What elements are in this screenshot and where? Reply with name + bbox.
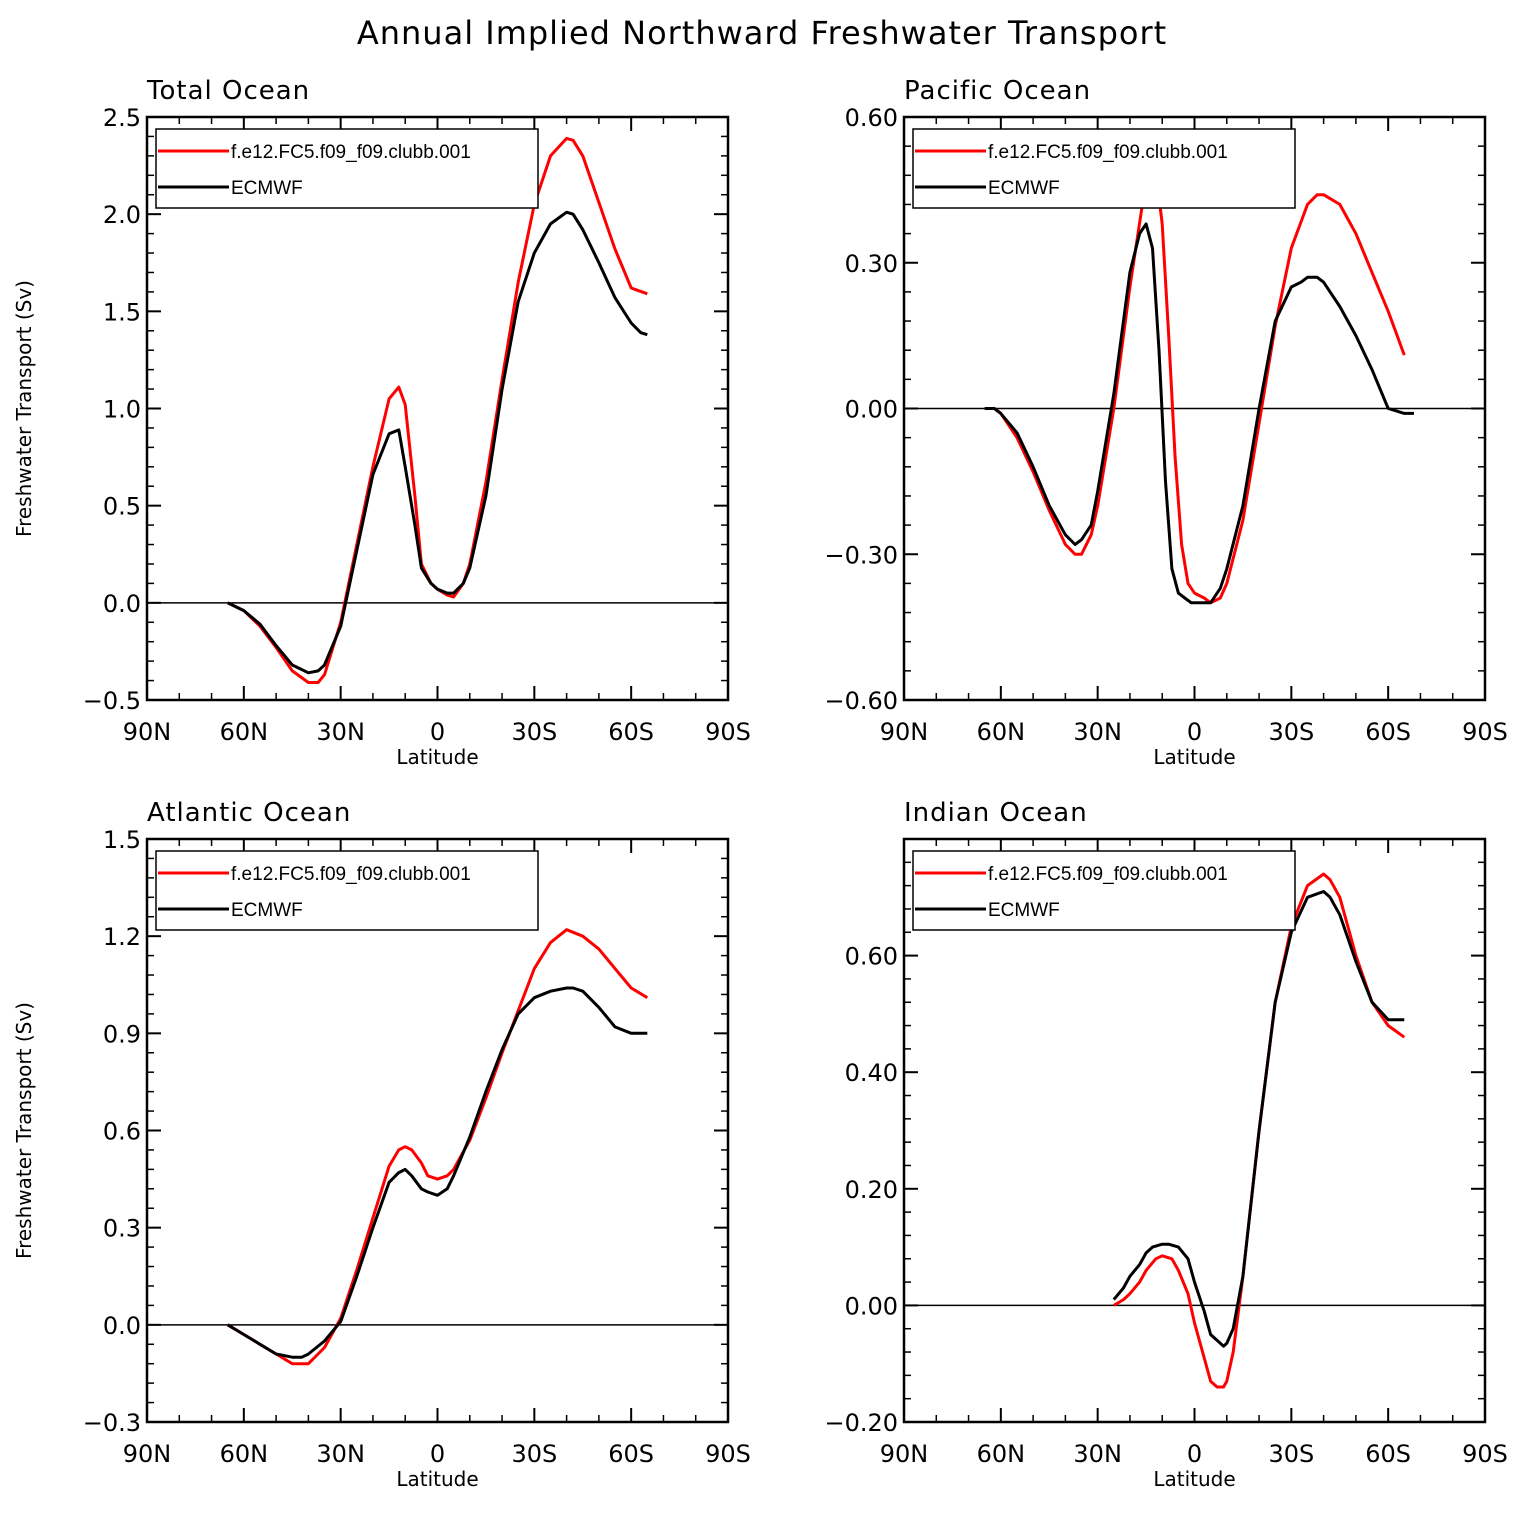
panel-2: Pacific Ocean 90N 60N 30N 0 30S 60S 90S −0.60 −0.… <box>824 76 1507 769</box>
legend-box <box>155 850 539 931</box>
x-tick-label: 30S <box>1268 1440 1314 1468</box>
legend-label: ECMWF <box>231 900 303 921</box>
x-tick-label: 0 <box>1187 1440 1202 1468</box>
x-tick-label: 60S <box>608 1440 654 1468</box>
x-axis-label: Latitude <box>1153 745 1235 769</box>
series-line-model <box>984 164 1406 605</box>
y-tick-label: 1.0 <box>103 396 141 424</box>
x-tick-label: 30S <box>511 718 557 746</box>
x-tick-label: 60S <box>608 718 654 746</box>
legend: f.e12.FC5.f09_f09.clubb.001 ECMWF <box>912 128 1296 209</box>
y-tick-label: 0.40 <box>845 1059 898 1087</box>
x-tick-label: 0 <box>1187 718 1202 746</box>
legend-label: f.e12.FC5.f09_f09.clubb.001 <box>988 864 1228 885</box>
series-line-ecmwf <box>226 986 648 1359</box>
y-tick-label: −0.3 <box>83 1409 141 1437</box>
y-axis-label: Freshwater Transport (Sv) <box>12 280 36 537</box>
x-tick-label: 60N <box>220 718 269 746</box>
panel-title: Pacific Ocean <box>904 76 1091 106</box>
x-tick-label: 60N <box>977 1440 1026 1468</box>
x-tick-label: 90S <box>1462 718 1508 746</box>
panel-title: Atlantic Ocean <box>147 798 351 828</box>
series-line-model <box>1113 872 1406 1389</box>
legend-box <box>155 128 539 209</box>
legend-label: ECMWF <box>988 178 1060 199</box>
panel-3: Atlantic Ocean 90N 60N 30N 0 30S 60S 90S −0.3 0.0… <box>12 798 751 1491</box>
series-line-model <box>226 928 649 1366</box>
legend-label: f.e12.FC5.f09_f09.clubb.001 <box>231 142 471 163</box>
y-tick-label: 0.60 <box>845 104 898 132</box>
y-tick-label: 0.00 <box>845 1292 898 1320</box>
plot-frame <box>145 115 730 702</box>
y-tick-label: 2.0 <box>103 201 141 229</box>
plot-frame <box>145 837 730 1424</box>
series-line-ecmwf <box>1112 890 1405 1348</box>
panel-title: Total Ocean <box>146 76 310 106</box>
x-axis-label: Latitude <box>396 745 478 769</box>
y-tick-label: −0.20 <box>824 1409 898 1437</box>
x-tick-label: 30N <box>1073 1440 1122 1468</box>
y-tick-label: 0.00 <box>845 396 898 424</box>
plot-frame <box>902 837 1487 1424</box>
legend-box <box>912 128 1296 209</box>
legend-box <box>912 850 1296 931</box>
y-tick-label: 0.6 <box>103 1118 141 1146</box>
x-tick-label: 60N <box>977 718 1026 746</box>
y-tick-label: −0.60 <box>824 687 898 715</box>
y-tick-label: 0.9 <box>103 1020 141 1048</box>
legend-label: ECMWF <box>231 178 303 199</box>
x-tick-label: 90N <box>880 1440 929 1468</box>
x-tick-label: 60S <box>1365 1440 1411 1468</box>
series-line-ecmwf <box>984 222 1414 605</box>
x-tick-label: 90S <box>1462 1440 1508 1468</box>
legend-label: ECMWF <box>988 900 1060 921</box>
x-tick-label: 30N <box>316 718 365 746</box>
x-tick-label: 30S <box>1268 718 1314 746</box>
series-line-model <box>227 136 648 684</box>
x-tick-label: 0 <box>430 1440 445 1468</box>
legend: f.e12.FC5.f09_f09.clubb.001 ECMWF <box>155 128 539 209</box>
figure-title: Annual Implied Northward Freshwater Tran… <box>357 14 1167 52</box>
panel-title: Indian Ocean <box>904 798 1088 828</box>
y-tick-label: −0.5 <box>83 687 141 715</box>
plot-frame <box>902 115 1487 702</box>
y-tick-label: 2.5 <box>103 104 141 132</box>
y-tick-label: 0.30 <box>845 250 898 278</box>
y-tick-label: 0.20 <box>845 1176 898 1204</box>
y-tick-label: 0.5 <box>103 493 141 521</box>
x-tick-label: 60S <box>1365 718 1411 746</box>
y-tick-label: 0.3 <box>103 1215 141 1243</box>
x-tick-label: 90N <box>123 1440 172 1468</box>
x-tick-label: 90N <box>880 718 929 746</box>
y-tick-label: 1.5 <box>103 826 141 854</box>
x-tick-label: 90N <box>123 718 172 746</box>
x-tick-label: 60N <box>220 1440 269 1468</box>
y-tick-label: −0.30 <box>824 541 898 569</box>
series-line-ecmwf <box>227 210 648 675</box>
legend-label: f.e12.FC5.f09_f09.clubb.001 <box>988 142 1228 163</box>
y-tick-label: 1.2 <box>103 923 141 951</box>
y-tick-label: 0.0 <box>103 1312 141 1340</box>
x-tick-label: 30S <box>511 1440 557 1468</box>
y-axis-label: Freshwater Transport (Sv) <box>12 1002 36 1259</box>
x-axis-label: Latitude <box>1153 1467 1235 1491</box>
legend: f.e12.FC5.f09_f09.clubb.001 ECMWF <box>912 850 1296 931</box>
panels: Total Ocean 90N 60N 30N 0 30S 60S 90S −0.5 0.0 0.5… <box>12 76 1508 1491</box>
x-tick-label: 30N <box>316 1440 365 1468</box>
x-tick-label: 90S <box>705 1440 751 1468</box>
y-tick-label: 1.5 <box>103 298 141 326</box>
y-tick-label: 0.60 <box>845 943 898 971</box>
y-tick-label: 0.0 <box>103 590 141 618</box>
legend: f.e12.FC5.f09_f09.clubb.001 ECMWF <box>155 850 539 931</box>
x-tick-label: 30N <box>1073 718 1122 746</box>
x-tick-label: 0 <box>430 718 445 746</box>
panel-4: Indian Ocean 90N 60N 30N 0 30S 60S 90S −0.20 0.00… <box>824 798 1507 1491</box>
panel-1: Total Ocean 90N 60N 30N 0 30S 60S 90S −0.5 0.0 0.5… <box>12 76 751 769</box>
x-tick-label: 90S <box>705 718 751 746</box>
x-axis-label: Latitude <box>396 1467 478 1491</box>
legend-label: f.e12.FC5.f09_f09.clubb.001 <box>231 864 471 885</box>
